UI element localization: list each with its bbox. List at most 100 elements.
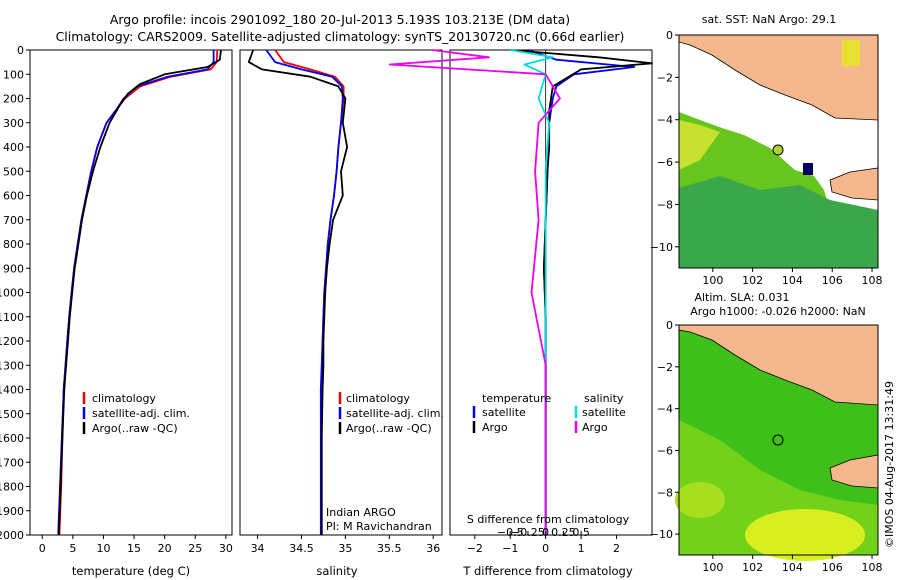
sla-map-image bbox=[675, 324, 879, 561]
temperature-axes: 0 5 10 15 20 25 300100200300400500600700800900… bbox=[0, 44, 233, 555]
legend-argo-label: Argo(..raw -QC) bbox=[346, 422, 432, 435]
y-tick-label: 500 bbox=[3, 165, 24, 178]
sla-high-patch bbox=[745, 509, 865, 561]
sst-ocean-deep bbox=[679, 176, 878, 268]
argo-position-marker bbox=[772, 434, 784, 446]
sst-yellow-patch bbox=[842, 40, 860, 66]
x-tick-label: 34 bbox=[251, 542, 265, 555]
legend-sal-argo-label: Argo bbox=[582, 421, 608, 434]
map-y-tick-label: 0 bbox=[666, 319, 673, 332]
x-tick-label: 0 bbox=[39, 542, 46, 555]
map-y-tick-label: −8 bbox=[657, 486, 673, 499]
data-provider-annotation: Indian ARGO bbox=[326, 506, 396, 519]
difference-series bbox=[388, 49, 653, 535]
salinity-xlabel: salinity bbox=[316, 564, 357, 578]
map-y-tick-label: −8 bbox=[657, 198, 673, 211]
sst-map-frame bbox=[678, 34, 879, 269]
temperature-series bbox=[57, 49, 222, 536]
y-tick-label: 0 bbox=[17, 44, 24, 57]
x2-tick-label: −0.25 bbox=[511, 526, 545, 539]
map-x-tick-label: 106 bbox=[822, 561, 843, 574]
y-tick-label: 600 bbox=[3, 190, 24, 203]
map-y-tick-label: −4 bbox=[657, 114, 673, 127]
map-y-tick-label: −10 bbox=[650, 241, 673, 254]
y-tick-label: 1800 bbox=[0, 481, 24, 494]
difference-plot-frame bbox=[449, 49, 653, 536]
sst-map-panel: sat. SST: NaN Argo: 29.1 100 102 104 106 108… bbox=[650, 13, 883, 287]
y-tick-label: 1900 bbox=[0, 505, 24, 518]
y-tick-label: 1400 bbox=[0, 384, 24, 397]
map-x-tick-label: 100 bbox=[702, 561, 723, 574]
map-x-tick-label: 104 bbox=[782, 274, 803, 287]
pi-annotation: PI: M Ravichandran bbox=[326, 520, 432, 533]
argo-position-marker bbox=[772, 144, 784, 156]
x-tick-label: 15 bbox=[127, 542, 141, 555]
legend-sal-satellite-label: satellite bbox=[582, 406, 626, 419]
y-tick-label: 1000 bbox=[0, 287, 24, 300]
y-tick-label: 400 bbox=[3, 141, 24, 154]
y-tick-label: 1300 bbox=[0, 359, 24, 372]
x-tick-label: −2 bbox=[467, 542, 483, 555]
map-x-tick-label: 108 bbox=[862, 561, 883, 574]
series-line-salinity-argo bbox=[388, 49, 561, 535]
y-tick-label: 800 bbox=[3, 238, 24, 251]
salinity-axes: 34 34.5 35 35.5 36 bbox=[251, 535, 440, 555]
difference-axes: −2 −1 0 1 2−0.5−0.250 0.250.5 bbox=[467, 526, 620, 555]
map-x-tick-label: 104 bbox=[782, 561, 803, 574]
sst-dark-cell bbox=[803, 163, 813, 175]
map-y-tick-label: 0 bbox=[666, 29, 673, 42]
y-tick-label: 200 bbox=[3, 93, 24, 106]
sst-warm-patch bbox=[679, 120, 720, 170]
x-tick-label: 20 bbox=[158, 542, 172, 555]
y-tick-label: 1200 bbox=[0, 335, 24, 348]
y-tick-label: 900 bbox=[3, 262, 24, 275]
map-x-tick-label: 100 bbox=[702, 274, 723, 287]
x-tick-label: 25 bbox=[188, 542, 202, 555]
figure-subtitle: Climatology: CARS2009. Satellite-adjuste… bbox=[55, 29, 625, 44]
legend-climatology-label: climatology bbox=[346, 392, 410, 405]
x-tick-label: 35 bbox=[338, 542, 352, 555]
map-x-tick-label: 102 bbox=[742, 561, 763, 574]
t-difference-xlabel: T difference from climatology bbox=[462, 564, 633, 578]
salinity-profile-panel: 34 34.5 35 35.5 36 climatology satellite-adj… bbox=[239, 49, 444, 578]
y-tick-label: 100 bbox=[3, 68, 24, 81]
salinity-series bbox=[247, 49, 349, 535]
map-x-tick-label: 108 bbox=[862, 274, 883, 287]
map-x-tick-label: 106 bbox=[822, 274, 843, 287]
sst-map-image bbox=[678, 34, 879, 269]
map-x-tick-label: 102 bbox=[742, 274, 763, 287]
sst-map-title: sat. SST: NaN Argo: 29.1 bbox=[702, 13, 836, 26]
sla-map-axes: 100 102 104 106 108 0 −2 −4 −6 −8 −10 bbox=[650, 319, 883, 574]
sla-map-panel: Altim. SLA: 0.031 Argo h1000: -0.026 h20… bbox=[650, 291, 883, 574]
legend-argo-label: Argo(..raw -QC) bbox=[92, 422, 178, 435]
figure-title: Argo profile: incois 2901092_180 20-Jul-… bbox=[109, 12, 571, 27]
y-tick-label: 300 bbox=[3, 117, 24, 130]
sst-map-axes: 100 102 104 106 108 0 −2 −4 −6 −8 −10 bbox=[650, 29, 883, 287]
x-tick-label: 2 bbox=[613, 542, 620, 555]
legend-salinity-header: salinity bbox=[584, 392, 624, 405]
x-tick-label: 1 bbox=[578, 542, 585, 555]
x2-tick-label: −0.5 bbox=[497, 526, 524, 539]
map-y-tick-label: −2 bbox=[657, 361, 673, 374]
salinity-legend: climatology satellite-adj. clim. Argo(..… bbox=[338, 392, 444, 435]
legend-satellite-label: satellite-adj. clim. bbox=[92, 407, 190, 420]
x-tick-label: 5 bbox=[69, 542, 76, 555]
sla-map-title: Altim. SLA: 0.031 bbox=[694, 291, 789, 304]
legend-temp-satellite-label: satellite bbox=[482, 406, 526, 419]
temperature-profile-panel: 0 5 10 15 20 25 300100200300400500600700800900… bbox=[0, 44, 233, 578]
x-tick-label: 30 bbox=[219, 542, 233, 555]
x-tick-label: −1 bbox=[502, 542, 518, 555]
temperature-plot-frame bbox=[29, 49, 233, 536]
difference-profile-panel: −2 −1 0 1 2−0.5−0.250 0.250.5 temperature sal… bbox=[388, 49, 653, 578]
map-y-tick-label: −4 bbox=[657, 403, 673, 416]
x-tick-label: 0 bbox=[542, 542, 549, 555]
s-difference-label: S difference from climatology bbox=[467, 513, 630, 526]
y-tick-label: 1700 bbox=[0, 456, 24, 469]
sla-map-subtitle: Argo h1000: -0.026 h2000: NaN bbox=[690, 305, 866, 318]
temperature-legend: climatology satellite-adj. clim. Argo(..… bbox=[82, 392, 190, 435]
map-y-tick-label: −6 bbox=[657, 156, 673, 169]
imos-timestamp: ©IMOS 04-Aug-2017 13:31:49 bbox=[883, 381, 896, 548]
y-tick-label: 1500 bbox=[0, 408, 24, 421]
